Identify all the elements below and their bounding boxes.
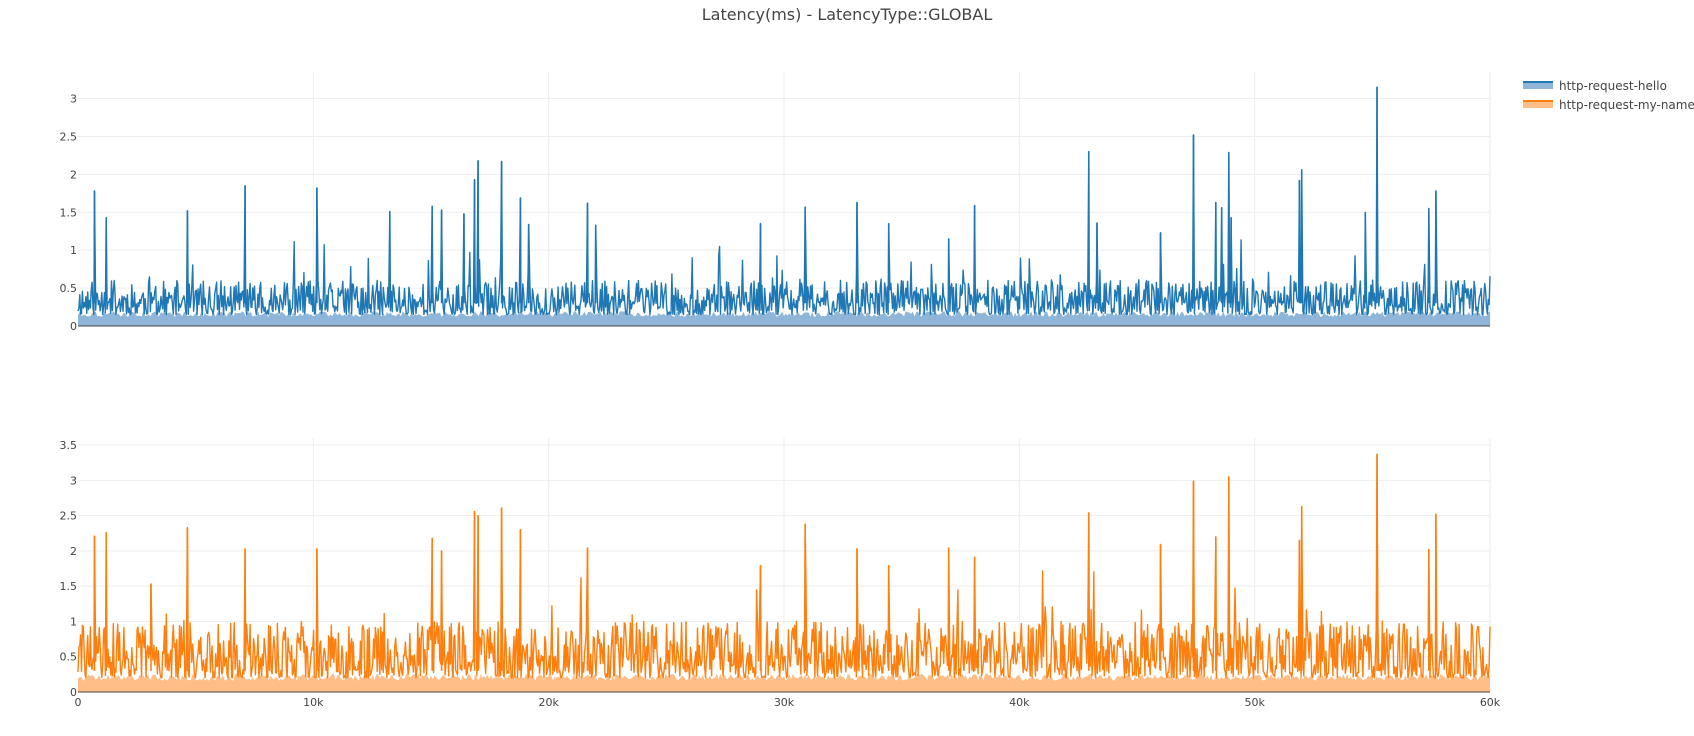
subplot-bottom: 0 0.5 1 1.5 2 2.5 3 3.5 (60, 438, 1491, 699)
legend-item: http-request-my-name (1523, 98, 1694, 112)
y-tick-label: 0.5 (60, 651, 78, 664)
legend: http-request-hello http-request-my-name (1523, 79, 1694, 112)
y-tick-label: 1 (70, 244, 77, 257)
series-fill-http-request-hello (78, 311, 1490, 326)
series-fill-http-request-my-name (78, 673, 1490, 692)
y-tick-label: 2.5 (60, 130, 78, 143)
y-tick-label: 1 (70, 615, 77, 628)
x-tick-label: 60k (1480, 696, 1501, 709)
series-line-http-request-my-name (77, 453, 1491, 679)
y-tick-label: 1.5 (60, 580, 78, 593)
legend-swatch-fill (1523, 82, 1553, 89)
legend-item: http-request-hello (1523, 79, 1667, 93)
y-tick-label: 3.5 (60, 439, 78, 452)
y-tick-label: 3 (70, 93, 77, 106)
x-tick-label: 50k (1244, 696, 1265, 709)
y-tick-label: 0 (70, 686, 77, 699)
subplot-top: 0 0.5 1 1.5 2 2.5 3 (60, 72, 1491, 333)
x-tick-label: 30k (774, 696, 795, 709)
x-tick-label: 40k (1009, 696, 1030, 709)
legend-label: http-request-my-name (1559, 98, 1694, 112)
y-tick-label: 0 (70, 320, 77, 333)
x-tick-label: 0 (75, 696, 82, 709)
y-tick-label: 1.5 (60, 206, 78, 219)
x-tick-label: 20k (538, 696, 559, 709)
y-tick-label: 2.5 (60, 510, 78, 523)
y-tick-label: 2 (70, 168, 77, 181)
y-tick-label: 3 (70, 474, 77, 487)
legend-swatch-fill (1523, 101, 1553, 108)
chart-title: Latency(ms) - LatencyType::GLOBAL (702, 5, 993, 24)
y-tick-label: 0.5 (60, 282, 78, 295)
legend-label: http-request-hello (1559, 79, 1667, 93)
y-tick-label: 2 (70, 545, 77, 558)
x-tick-label: 10k (303, 696, 324, 709)
plot-area: 0 0.5 1 1.5 2 2.5 3 0 0.5 1 1.5 2 2.5 3 3.5 0 10k 20k 30k 4… (60, 72, 1501, 709)
series-line-http-request-hello (77, 86, 1491, 316)
